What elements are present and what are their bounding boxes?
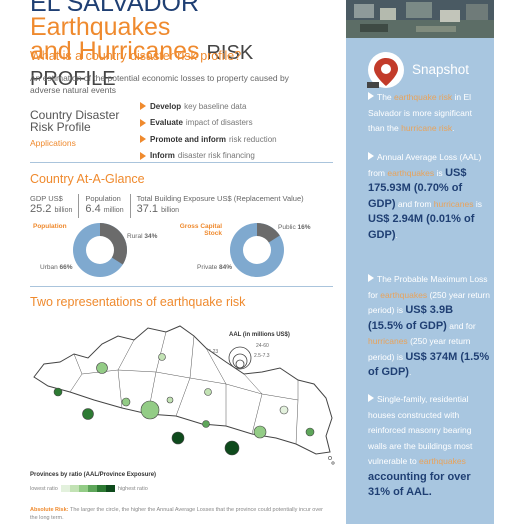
triangle-bullet-icon	[368, 152, 374, 160]
capital-pie-title: Gross Capital Stock	[179, 223, 222, 237]
page-title: EL SALVADOR Earthquakes and Hurricanes R…	[30, 0, 340, 91]
ratio-legend-title: Provinces by ratio (AAL/Province Exposur…	[30, 472, 157, 478]
divider	[30, 286, 333, 287]
triangle-bullet-icon	[140, 151, 146, 160]
highest-ratio-label: highest ratio	[117, 485, 148, 492]
bullet-bold: Develop	[150, 101, 182, 111]
triangle-bullet-icon	[140, 135, 146, 144]
lowest-ratio-label: lowest ratio	[30, 485, 58, 492]
section-heading-what-is: What is a country disaster risk profile?	[30, 49, 242, 63]
stat-gdp: GDP US$ 25.2 billion	[30, 194, 80, 218]
title-hazard-2: and Hurricanes	[30, 37, 200, 65]
title-country: EL SALVADOR	[30, 0, 200, 17]
population-rural-label: Rural 34%	[127, 233, 158, 240]
snapshot-sidebar: Snapshot The earthquake risk in El Salva…	[346, 0, 494, 524]
triangle-bullet-icon	[140, 118, 146, 127]
ratio-swatch	[87, 485, 97, 492]
section-heading-representations: Two representations of earthquake risk	[30, 295, 246, 309]
ratio-legend: lowest ratio highest ratio	[30, 485, 148, 492]
svg-text:2.5-7.3: 2.5-7.3	[254, 353, 270, 359]
ratio-swatch	[96, 485, 106, 492]
stat-building-exposure: Total Building Exposure US$ (Replacement…	[137, 194, 310, 218]
bullet-text: impact of disasters	[185, 118, 253, 128]
snapshot-paragraph-1: The earthquake risk in El Salvador is mo…	[368, 92, 472, 133]
bullet-bold: Inform	[150, 151, 175, 161]
title-hazard-1: Earthquakes	[30, 13, 171, 41]
ratio-swatch	[69, 485, 79, 492]
stat-label: GDP US$	[30, 194, 63, 203]
triangle-bullet-icon	[368, 92, 374, 100]
snapshot-paragraph-3: The Probable Maximum Loss for earthquake…	[368, 274, 490, 378]
cdrp-block: Country Disaster Risk Profile Applicatio…	[30, 109, 130, 148]
snapshot-paragraph-2: Annual Average Loss (AAL) from earthquak…	[368, 152, 482, 241]
section-heading-glance: Country At-A-Glance	[30, 172, 145, 186]
glance-pies: Population Rural 34% Urban 66% Gross Cap…	[0, 218, 346, 280]
bullet-bold: Evaluate	[150, 118, 183, 128]
stat-value: 37.1	[136, 203, 159, 215]
list-item: Promote and inform risk reduction	[140, 131, 340, 148]
ratio-swatch	[60, 485, 70, 492]
map-footnote: Absolute Risk: The larger the circle, th…	[30, 507, 324, 521]
capital-public-label: Public 16%	[278, 224, 311, 231]
el-salvador-risk-map: AAL (in millions US$) 24-60 7.4-23 2.5-7…	[33, 325, 335, 465]
header-photo	[346, 0, 494, 38]
cdrp-title: Country Disaster Risk Profile	[30, 108, 120, 134]
divider	[30, 162, 333, 163]
bullet-bold: Promote and inform	[150, 134, 227, 144]
stat-label: Total Building Exposure US$ (Replacement…	[136, 194, 304, 203]
svg-text:24-60: 24-60	[256, 343, 269, 349]
pie-hole	[86, 236, 114, 264]
title-risk-profile: RISK PROFILE	[30, 42, 254, 90]
stat-value: 6.4	[85, 203, 101, 215]
population-pie-title: Population	[33, 223, 67, 230]
ratio-swatch	[78, 485, 88, 492]
snapshot-paragraph-4: Single-family, residential houses constr…	[368, 394, 473, 498]
capital-private-label: Private 84%	[197, 264, 233, 271]
stat-value: 25.2	[30, 203, 52, 215]
population-urban-label: Urban 66%	[40, 264, 73, 271]
stat-unit: billion	[54, 207, 73, 214]
applications-list: Develop key baseline data Evaluate impact …	[140, 98, 340, 164]
applications-label: Applications	[30, 138, 76, 148]
stat-label: Population	[85, 194, 121, 203]
stat-unit: million	[103, 207, 124, 214]
stat-unit: billion	[161, 207, 179, 214]
intro-text: An estimation of the potential economic …	[30, 73, 289, 95]
stat-population: Population 6.4 million	[85, 194, 131, 218]
triangle-bullet-icon	[368, 274, 374, 282]
list-item: Develop key baseline data	[140, 98, 340, 115]
ratio-swatch	[105, 485, 115, 492]
pie-hole	[243, 236, 271, 264]
glance-stats: GDP US$ 25.2 billion Population 6.4 mill…	[30, 194, 316, 218]
triangle-bullet-icon	[140, 102, 146, 111]
svg-text:AAL (in millions US$): AAL (in millions US$)	[229, 332, 290, 338]
capital-pie	[230, 223, 284, 277]
ratio-swatches	[60, 485, 115, 492]
main-content: EL SALVADOR Earthquakes and Hurricanes R…	[0, 0, 346, 521]
bullet-text: key baseline data	[184, 101, 247, 111]
bullet-text: risk reduction	[229, 134, 277, 144]
triangle-bullet-icon	[368, 394, 374, 402]
snapshot-logo-icon	[367, 52, 404, 88]
list-item: Evaluate impact of disasters	[140, 115, 340, 132]
snapshot-title: Snapshot	[412, 62, 470, 77]
bullet-text: disaster risk financing	[177, 151, 255, 161]
list-item: Inform disaster risk financing	[140, 148, 340, 165]
population-pie	[73, 223, 127, 277]
